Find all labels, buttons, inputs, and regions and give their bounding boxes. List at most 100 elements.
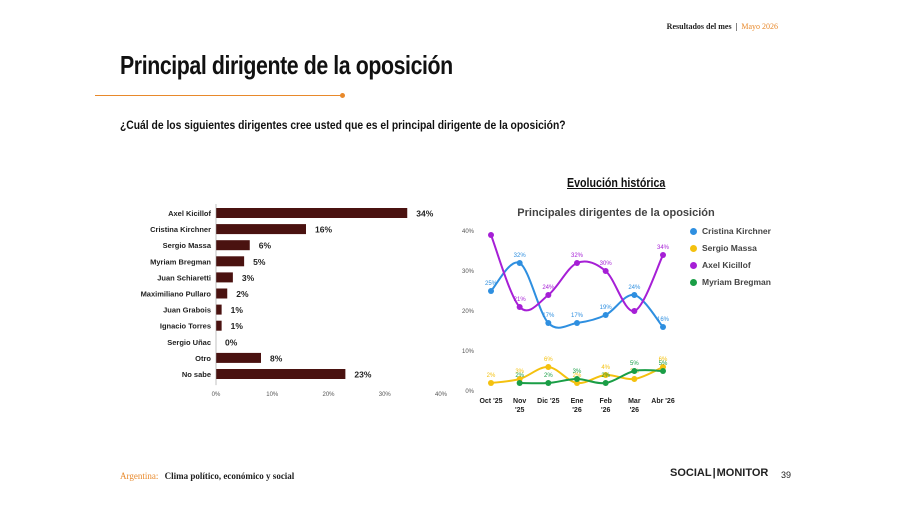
footer: Argentina: Clima político, económico y s…	[120, 471, 294, 481]
series-data-label: 3%	[515, 369, 524, 375]
series-data-label: 2%	[487, 373, 496, 379]
section-title: Evolución histórica	[567, 175, 666, 190]
series-point	[602, 268, 609, 274]
series-data-label: 25%	[485, 281, 498, 287]
title-underline	[95, 95, 341, 96]
series-point	[488, 232, 494, 238]
series-point	[545, 292, 552, 298]
bar-value-label: 16%	[315, 225, 332, 235]
bar-x-tick-label: 30%	[379, 392, 392, 398]
line-chart-title: Principales dirigentes de la oposición	[517, 207, 715, 219]
series-data-label: 4%	[601, 365, 610, 371]
brand-logos: SOCIAL|MONITOR	[670, 467, 769, 479]
bar	[216, 304, 222, 315]
footer-subtitle: Clima político, económico y social	[164, 471, 295, 481]
series-data-label: 17%	[571, 313, 584, 319]
series-data-label: 17%	[542, 313, 555, 319]
bar-value-label: 34%	[416, 209, 433, 219]
series-data-label: 24%	[628, 285, 641, 291]
bar-category-label: Juan Schiaretti	[157, 273, 211, 282]
bar-x-tick-label: 40%	[435, 392, 448, 398]
bar	[216, 272, 233, 283]
line-x-tick-label: Nov '25	[513, 398, 526, 414]
legend-item: Myriam Bregman	[690, 277, 782, 288]
line-y-tick-label: 40%	[462, 229, 475, 235]
bar-x-tick-label: 0%	[212, 392, 221, 398]
line-x-tick-label: Dic '25	[537, 398, 559, 405]
bar-category-label: Juan Grabois	[163, 306, 211, 315]
line-x-tick-label: Mar '26	[628, 398, 641, 414]
series-point	[631, 376, 638, 382]
bar	[216, 256, 245, 267]
bar-value-label: 23%	[354, 370, 371, 380]
series-point	[631, 292, 638, 298]
series-point	[488, 380, 494, 386]
legend-swatch	[690, 279, 697, 286]
series-point	[602, 380, 609, 386]
legend-swatch	[690, 262, 697, 269]
series-data-label: 32%	[514, 253, 527, 259]
legend-label: Axel Kicillof	[702, 260, 751, 270]
social-logo: SOCIAL	[670, 467, 712, 479]
series-point	[660, 252, 666, 258]
series-point	[660, 324, 666, 330]
series-data-label: 21%	[514, 297, 527, 303]
header-separator: |	[735, 22, 738, 31]
series-data-label: 19%	[600, 305, 613, 311]
series-data-label: 32%	[571, 253, 584, 259]
series-point	[545, 380, 552, 386]
bar-x-tick-label: 20%	[322, 392, 335, 398]
line-y-tick-label: 30%	[462, 269, 475, 275]
bar-x-tick-label: 10%	[266, 392, 279, 398]
bar	[216, 369, 346, 379]
line-x-tick-label: Feb '26	[599, 398, 611, 414]
series-point	[516, 260, 523, 266]
series-data-label: 6%	[659, 357, 668, 363]
series-point	[631, 368, 638, 374]
bar-category-label: Cristina Kirchner	[150, 225, 211, 234]
series-point	[631, 308, 638, 314]
series-point	[516, 380, 523, 386]
monitor-logo: MONITOR	[716, 467, 769, 479]
bar-category-label: Maximiliano Pullaro	[141, 290, 212, 299]
report-month: Mayo 2026	[741, 22, 778, 31]
series-point	[516, 304, 523, 310]
legend-label: Sergio Massa	[702, 243, 757, 253]
series-data-label: 30%	[600, 261, 613, 267]
line-x-tick-label: Abr '26	[651, 398, 675, 405]
bar	[216, 288, 228, 299]
legend-swatch	[690, 228, 697, 235]
page-number: 39	[781, 470, 792, 480]
series-data-label: 34%	[657, 245, 670, 251]
legend-label: Myriam Bregman	[702, 277, 771, 287]
bar-value-label: 3%	[242, 273, 255, 283]
series-data-label: 6%	[544, 357, 553, 363]
series-point	[574, 260, 580, 266]
title-underline-dot	[340, 93, 345, 98]
series-data-label: 2%	[601, 373, 610, 379]
series-point	[574, 320, 580, 326]
bar-value-label: 1%	[231, 305, 244, 315]
report-name: Resultados del mes	[666, 22, 732, 31]
bar	[216, 320, 222, 331]
bar-category-label: No sabe	[182, 370, 211, 379]
bar	[216, 208, 408, 218]
bar	[216, 352, 261, 363]
series-data-label: 24%	[542, 285, 555, 291]
legend-item: Sergio Massa	[690, 243, 782, 254]
series-data-label: 3%	[573, 369, 582, 375]
bar-category-label: Sergio Massa	[163, 241, 212, 250]
bar-category-label: Sergio Uñac	[167, 338, 211, 347]
bar-category-label: Myriam Bregman	[150, 257, 211, 266]
series-point	[602, 372, 609, 378]
series-point	[574, 376, 580, 382]
bar-category-label: Ignacio Torres	[160, 322, 211, 331]
series-data-label: 5%	[630, 361, 639, 367]
bar-value-label: 1%	[231, 321, 244, 331]
page-title: Principal dirigente de la oposición	[120, 50, 453, 80]
line-y-tick-label: 0%	[465, 389, 474, 395]
legend-item: Cristina Kirchner	[690, 226, 782, 237]
series-point	[545, 364, 552, 370]
